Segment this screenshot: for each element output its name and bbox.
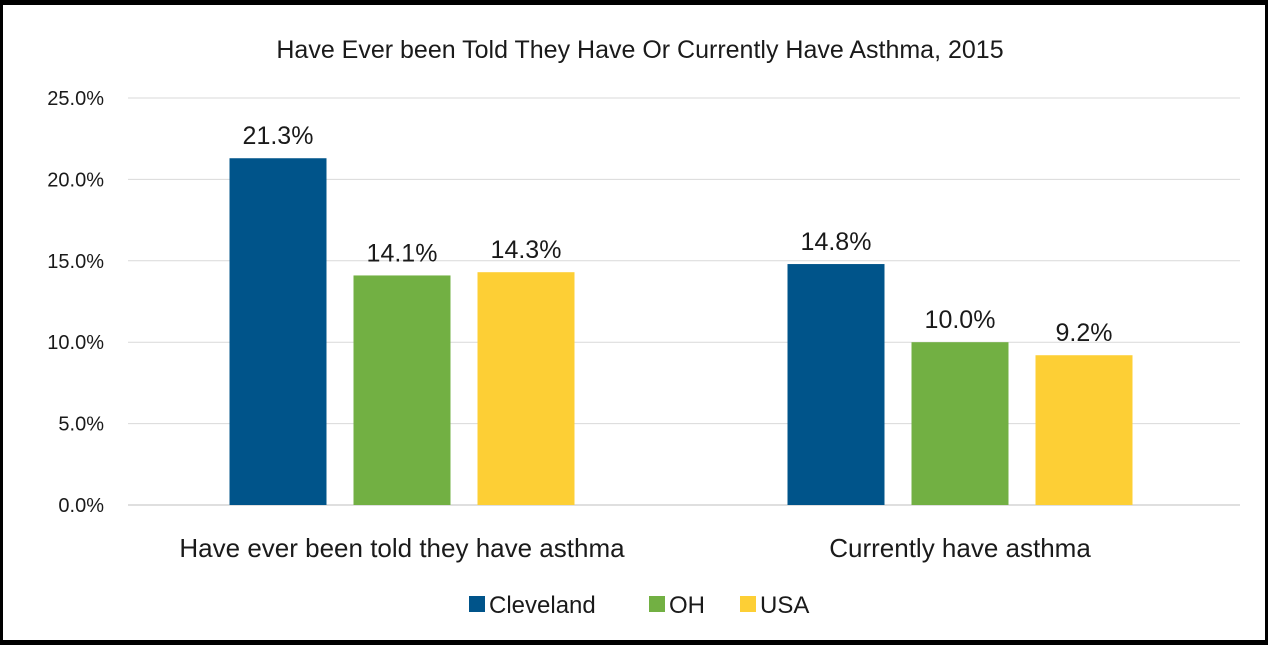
data-label: 21.3% [243, 122, 314, 150]
bars [229, 158, 1133, 505]
x-category-label: Have ever been told they have asthma [179, 533, 625, 563]
bar-usa-0 [477, 272, 575, 505]
legend-label: USA [760, 592, 809, 619]
legend-label: OH [669, 592, 705, 619]
y-tick-label: 25.0% [47, 88, 104, 110]
y-tick-label: 15.0% [47, 251, 104, 273]
y-tick-label: 10.0% [47, 332, 104, 354]
bar-usa-1 [1035, 355, 1133, 505]
y-tick-label: 5.0% [58, 414, 104, 436]
legend-label: Cleveland [489, 592, 596, 619]
data-labels: 21.3% 14.1% 14.3% 14.8% 10.0% 9.2% [243, 122, 1113, 347]
legend-swatch [649, 596, 665, 612]
data-label: 9.2% [1056, 319, 1113, 347]
y-tick-label: 0.0% [58, 495, 104, 517]
data-label: 10.0% [925, 306, 996, 334]
legend-swatch [740, 596, 756, 612]
data-label: 14.8% [801, 228, 872, 256]
bar-cleveland-1 [787, 264, 885, 505]
y-tick-label: 20.0% [47, 169, 104, 191]
bar-cleveland-0 [229, 158, 327, 505]
data-label: 14.1% [367, 239, 438, 267]
legend-swatch [469, 596, 485, 612]
data-label: 14.3% [491, 236, 562, 264]
y-axis-ticks: 0.0% 5.0% 10.0% 15.0% 20.0% 25.0% [47, 88, 104, 517]
chart-title: Have Ever been Told They Have Or Current… [276, 36, 1003, 64]
bar-oh-1 [911, 342, 1009, 505]
x-axis-categories: Have ever been told they have asthma Curr… [179, 533, 1091, 563]
legend: Cleveland OH USA [469, 592, 809, 619]
bar-oh-0 [353, 275, 451, 505]
x-category-label: Currently have asthma [829, 533, 1091, 563]
